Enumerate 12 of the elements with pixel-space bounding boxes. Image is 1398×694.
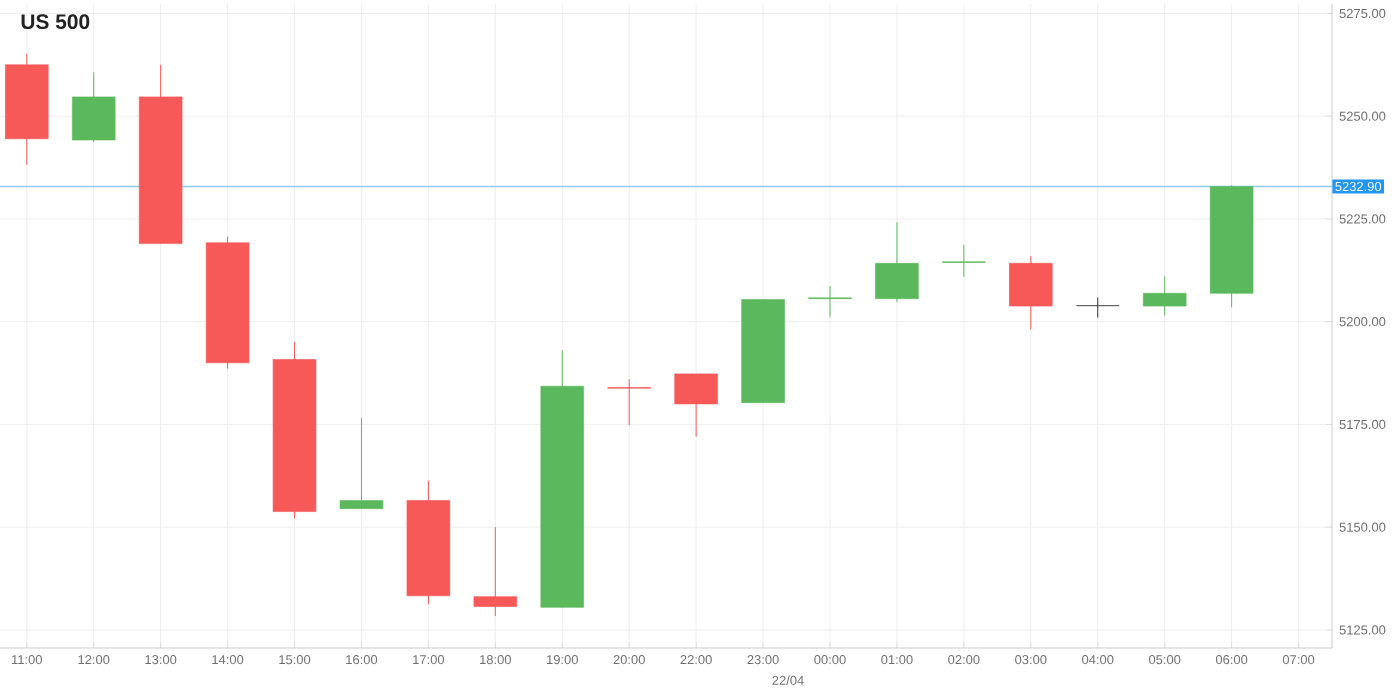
candlestick xyxy=(71,71,116,143)
candlestick xyxy=(875,221,919,303)
candlestick xyxy=(1142,275,1187,317)
candlestick xyxy=(808,285,852,318)
candlestick xyxy=(607,378,651,426)
candlestick xyxy=(1009,255,1053,330)
candlestick xyxy=(942,244,986,278)
candlestick xyxy=(1076,296,1120,319)
candlestick xyxy=(473,526,518,617)
candlestick xyxy=(674,373,718,438)
candlestick xyxy=(339,417,384,510)
chart-title: US 500 xyxy=(21,14,90,30)
